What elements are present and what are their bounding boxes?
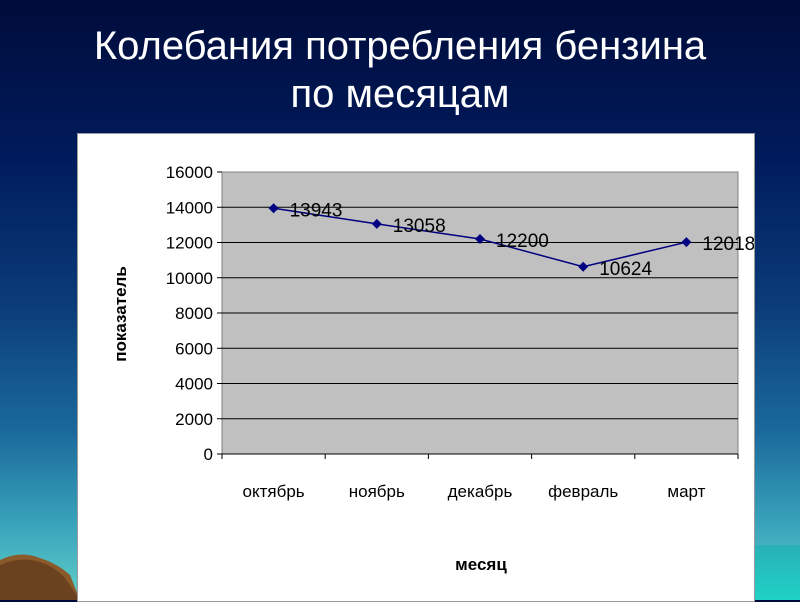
line-chart: 0 2000 4000 6000 8000 10000 12000 14000 16000 ок… <box>111 163 754 574</box>
data-label: 13058 <box>393 216 446 237</box>
x-tick-labels: октябрь ноябрь декабрь февраль март <box>221 454 739 501</box>
slide-title-line-1: Колебания потребления бензина <box>93 24 707 68</box>
data-point-marker <box>371 218 382 229</box>
data-point-marker <box>268 203 279 214</box>
y-tick-label: 14000 <box>166 198 213 217</box>
y-tick-labels: 0 2000 4000 6000 8000 10000 12000 14000 16000 <box>166 163 222 464</box>
y-tick-label: 2000 <box>175 410 213 429</box>
data-points <box>268 203 692 272</box>
x-tick-label: декабрь <box>448 482 513 501</box>
data-point-marker <box>475 233 485 244</box>
y-tick-label: 0 <box>204 445 213 464</box>
x-tick-label: ноябрь <box>349 482 405 501</box>
data-point-marker <box>681 237 692 248</box>
y-tick-label: 12000 <box>166 234 213 253</box>
x-tick-label: март <box>667 482 705 501</box>
y-tick-label: 10000 <box>166 269 213 288</box>
hill-decoration <box>0 554 80 600</box>
y-tick-label: 4000 <box>175 375 213 394</box>
y-axis-label: показатель <box>111 266 130 362</box>
y-tick-label: 6000 <box>175 339 213 358</box>
x-tick-label: февраль <box>548 482 618 501</box>
slide-title: Колебания потребления бензина по месяцам <box>0 22 800 118</box>
x-tick-label: октябрь <box>243 482 305 501</box>
data-label: 13943 <box>290 200 343 221</box>
chart-panel: 0 2000 4000 6000 8000 10000 12000 14000 16000 ок… <box>77 133 755 602</box>
data-point-marker <box>578 261 589 272</box>
y-tick-label: 16000 <box>166 163 213 182</box>
slide-title-line-2: по месяцам <box>290 72 510 116</box>
data-labels: 13943 13058 12200 10624 12018 <box>290 200 754 279</box>
data-label: 12200 <box>496 231 549 252</box>
teal-decoration <box>753 545 800 600</box>
y-tick-label: 8000 <box>175 304 213 323</box>
x-axis-label: месяц <box>455 555 507 574</box>
data-label: 10624 <box>599 259 652 280</box>
data-label: 12018 <box>702 234 754 255</box>
